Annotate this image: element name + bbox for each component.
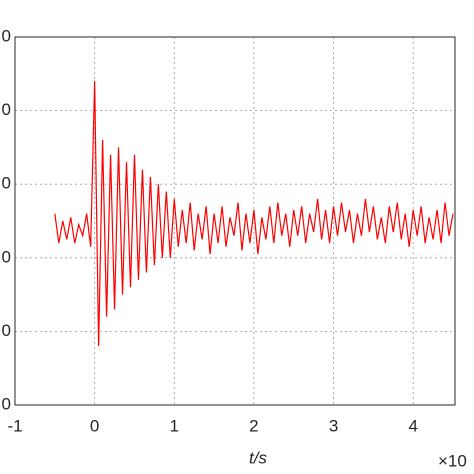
x-tick-label: 0	[90, 416, 99, 435]
x-tick-label: -1	[7, 416, 22, 435]
x-axis-label: t/s	[249, 448, 267, 467]
y-tick-label: 0	[2, 26, 11, 45]
y-tick-label: 0	[2, 100, 11, 119]
y-tick-label: 0	[2, 247, 11, 266]
x-tick-label: 3	[329, 416, 338, 435]
x-tick-label: 4	[408, 416, 417, 435]
signal-line	[54, 81, 454, 347]
x-multiplier: ×10	[438, 451, 467, 470]
y-tick-label: 0	[2, 174, 11, 193]
y-tick-label: 0	[2, 321, 11, 340]
y-tick-label: 0	[2, 394, 11, 413]
x-tick-label: 2	[249, 416, 258, 435]
plot-frame	[14, 36, 456, 406]
x-tick-label: 1	[170, 416, 179, 435]
